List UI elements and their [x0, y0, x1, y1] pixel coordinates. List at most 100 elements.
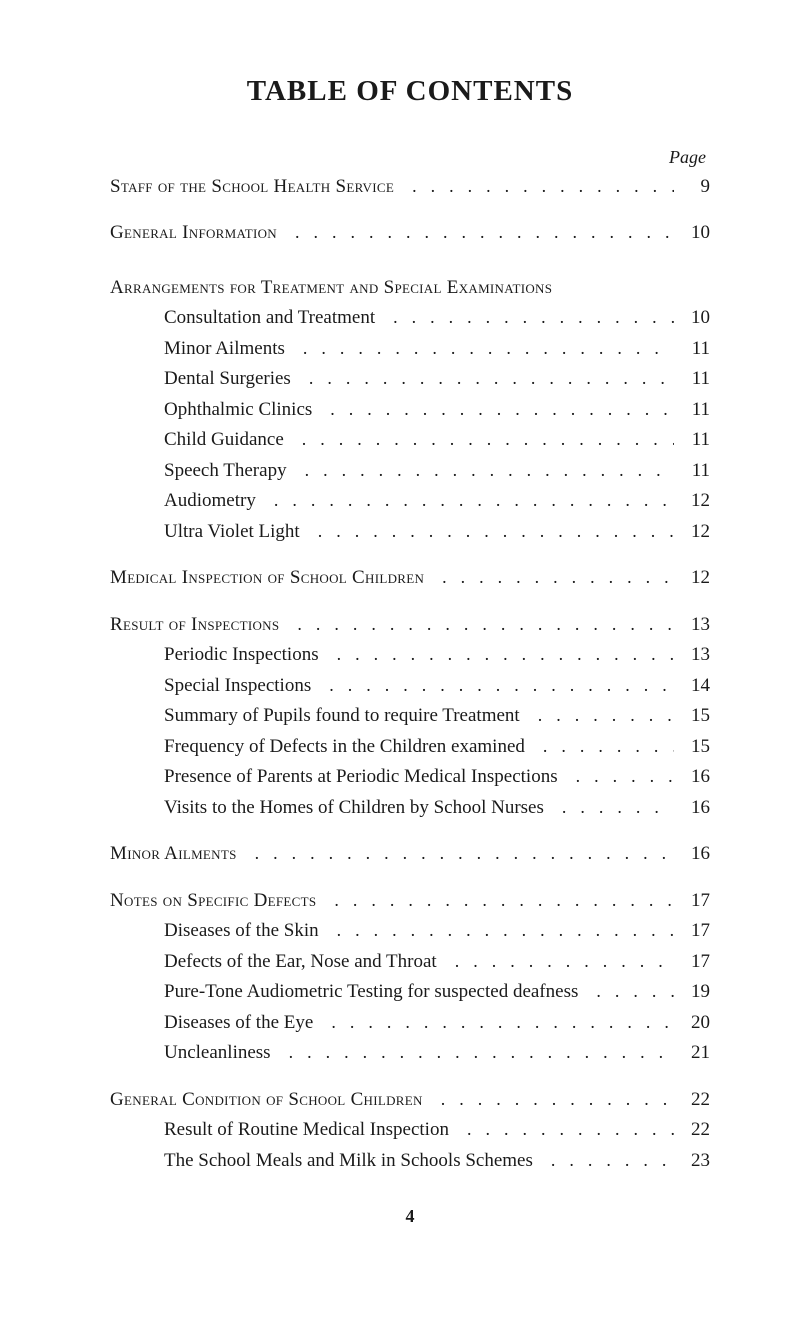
toc-section-label: Notes on Specific Defects: [110, 887, 316, 916]
toc-page: 11: [674, 426, 710, 455]
toc-row: General Condition of School Children....…: [110, 1086, 710, 1115]
toc-row: Medical Inspection of School Children...…: [110, 564, 710, 593]
toc-page: 9: [674, 173, 710, 202]
toc-row: Child Guidance..........................…: [110, 426, 710, 455]
spacer: [110, 250, 710, 272]
toc-sub-label: Defects of the Ear, Nose and Throat: [110, 948, 437, 977]
toc-row: Arrangements for Treatment and Special E…: [110, 274, 710, 303]
toc-row: Staff of the School Health Service......…: [110, 173, 710, 202]
toc-row: Dental Surgeries........................…: [110, 365, 710, 394]
toc-row: Periodic Inspections....................…: [110, 641, 710, 670]
toc-section-label: Medical Inspection of School Children: [110, 564, 424, 593]
toc-page: 13: [674, 641, 710, 670]
toc-body: Staff of the School Health Service......…: [110, 173, 710, 1176]
toc-page: 15: [674, 733, 710, 762]
toc-page: 12: [674, 564, 710, 593]
toc-section-label: Minor Ailments: [110, 840, 237, 869]
toc-row: Frequency of Defects in the Children exa…: [110, 733, 710, 762]
toc-page: 13: [674, 611, 710, 640]
toc-row: Uncleanliness...........................…: [110, 1039, 710, 1068]
toc-page: 12: [674, 518, 710, 547]
toc-sub-label: Frequency of Defects in the Children exa…: [110, 733, 525, 762]
toc-row: Minor Ailments..........................…: [110, 840, 710, 869]
toc-leader: ........................................…: [237, 840, 674, 867]
spacer: [110, 871, 710, 885]
toc-sub-label: Audiometry: [110, 487, 256, 516]
toc-row: Pure-Tone Audiometric Testing for suspec…: [110, 978, 710, 1007]
toc-sub-label: Presence of Parents at Periodic Medical …: [110, 763, 558, 792]
toc-page: 16: [674, 840, 710, 869]
toc-sub-label: Visits to the Homes of Children by Schoo…: [110, 794, 544, 823]
toc-sub-label: The School Meals and Milk in Schools Sch…: [110, 1147, 533, 1176]
toc-row: Speech Therapy..........................…: [110, 457, 710, 486]
spacer: [110, 824, 710, 838]
toc-sub-label: Ophthalmic Clinics: [110, 396, 312, 425]
toc-sub-label: Summary of Pupils found to require Treat…: [110, 702, 520, 731]
toc-leader: ........................................…: [525, 733, 674, 760]
toc-leader: ........................................…: [271, 1039, 674, 1066]
toc-page: 17: [674, 887, 710, 916]
toc-row: General Information.....................…: [110, 219, 710, 248]
toc-sub-label: Uncleanliness: [110, 1039, 271, 1068]
toc-sub-label: Pure-Tone Audiometric Testing for suspec…: [110, 978, 578, 1007]
toc-row: Result of Routine Medical Inspection....…: [110, 1116, 710, 1145]
toc-page: 14: [674, 672, 710, 701]
toc-row: Audiometry..............................…: [110, 487, 710, 516]
toc-leader: ........................................…: [319, 641, 674, 668]
toc-page: 22: [674, 1116, 710, 1145]
toc-leader: ........................................…: [437, 948, 674, 975]
toc-leader: ........................................…: [312, 396, 674, 423]
toc-row: Consultation and Treatment..............…: [110, 304, 710, 333]
toc-row: Visits to the Homes of Children by Schoo…: [110, 794, 710, 823]
toc-row: Presence of Parents at Periodic Medical …: [110, 763, 710, 792]
toc-sub-label: Diseases of the Eye: [110, 1009, 313, 1038]
toc-leader: ........................................…: [424, 564, 674, 591]
toc-page: 19: [674, 978, 710, 1007]
toc-row: Ophthalmic Clinics......................…: [110, 396, 710, 425]
toc-row: Notes on Specific Defects...............…: [110, 887, 710, 916]
toc-sub-label: Minor Ailments: [110, 335, 285, 364]
toc-sub-label: Ultra Violet Light: [110, 518, 300, 547]
toc-leader: ........................................…: [285, 335, 674, 362]
toc-row: Minor Ailments..........................…: [110, 335, 710, 364]
toc-row: The School Meals and Milk in Schools Sch…: [110, 1147, 710, 1176]
toc-sub-label: Diseases of the Skin: [110, 917, 319, 946]
toc-page: 21: [674, 1039, 710, 1068]
toc-leader: ........................................…: [291, 365, 674, 392]
toc-page: 20: [674, 1009, 710, 1038]
toc-section-label: Result of Inspections: [110, 611, 279, 640]
spacer: [110, 595, 710, 609]
toc-page: 22: [674, 1086, 710, 1115]
toc-page: 16: [674, 794, 710, 823]
toc-leader: ........................................…: [423, 1086, 674, 1113]
toc-page: 17: [674, 948, 710, 977]
toc-section-label: Staff of the School Health Service: [110, 173, 394, 202]
toc-leader: ........................................…: [319, 917, 674, 944]
toc-leader: ........................................…: [284, 426, 674, 453]
toc-leader: ........................................…: [558, 763, 674, 790]
toc-leader: ........................................…: [311, 672, 674, 699]
toc-section-label: Arrangements for Treatment and Special E…: [110, 274, 552, 303]
spacer: [110, 548, 710, 562]
toc-leader: ........................................…: [300, 518, 674, 545]
toc-leader: ........................................…: [316, 887, 674, 914]
document-title: TABLE OF CONTENTS: [110, 70, 710, 114]
toc-row: Defects of the Ear, Nose and Throat.....…: [110, 948, 710, 977]
toc-leader: ........................................…: [375, 304, 674, 331]
toc-leader: ........................................…: [544, 794, 674, 821]
toc-leader: ........................................…: [277, 219, 674, 246]
toc-page: 12: [674, 487, 710, 516]
toc-leader: ........................................…: [578, 978, 674, 1005]
toc-sub-label: Periodic Inspections: [110, 641, 319, 670]
toc-leader: ........................................…: [287, 457, 674, 484]
toc-page: 11: [674, 365, 710, 394]
toc-sub-label: Child Guidance: [110, 426, 284, 455]
toc-page: 23: [674, 1147, 710, 1176]
toc-leader: ........................................…: [313, 1009, 674, 1036]
toc-page: 11: [674, 457, 710, 486]
toc-section-label: General Information: [110, 219, 277, 248]
toc-leader: ........................................…: [279, 611, 674, 638]
toc-page: 16: [674, 763, 710, 792]
toc-page: 15: [674, 702, 710, 731]
toc-leader: ........................................…: [449, 1116, 674, 1143]
